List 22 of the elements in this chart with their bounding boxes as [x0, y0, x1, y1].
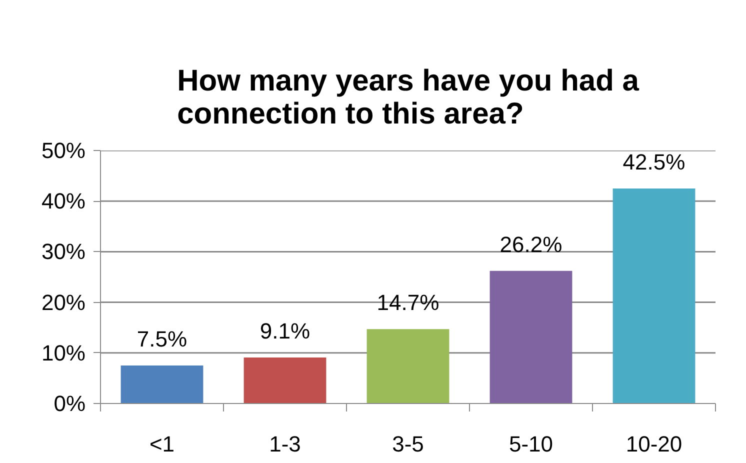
x-tick-label: <1 [149, 432, 175, 456]
bar [244, 357, 326, 404]
bar [366, 329, 450, 404]
data-label: 42.5% [622, 149, 686, 174]
data-label: 26.2% [500, 232, 562, 257]
x-tick-label: 1-3 [269, 432, 301, 456]
chart-title: How many years have you had a connection to this area? [177, 64, 640, 130]
bar [490, 270, 572, 404]
y-tick-label: 0% [54, 391, 86, 416]
x-tick-label: 10-20 [626, 432, 682, 456]
x-tick-label: 5-10 [508, 432, 554, 456]
data-label: 7.5% [136, 326, 188, 352]
y-tick-label: 50% [41, 138, 86, 163]
bar [120, 366, 204, 404]
bar [612, 188, 696, 404]
data-label: 14.7% [376, 290, 440, 316]
y-tick-label: 20% [41, 290, 86, 315]
y-tick-label: 30% [41, 239, 86, 264]
y-tick-label: 40% [41, 188, 86, 214]
y-tick-label: 10% [41, 340, 86, 366]
data-label: 9.1% [260, 318, 310, 344]
x-tick-label: 3-5 [392, 432, 424, 456]
